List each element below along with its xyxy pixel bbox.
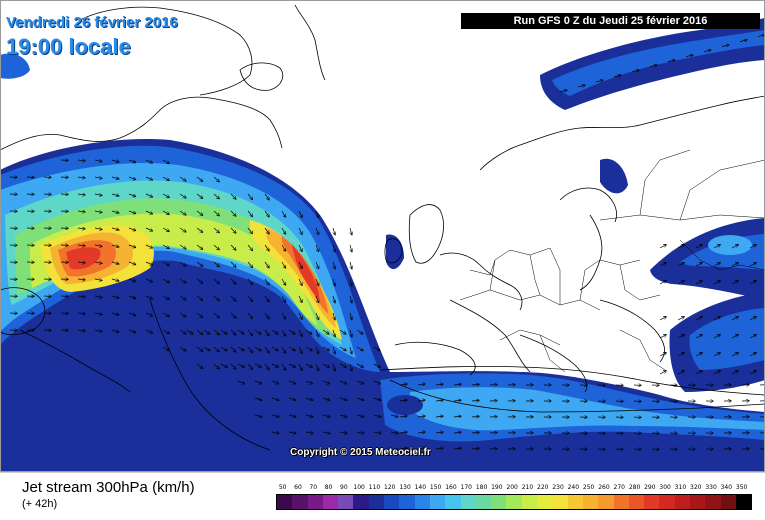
scale-tick: 170 [459,484,474,491]
scale-tick: 270 [612,484,627,491]
scale-swatch [537,495,552,509]
scale-swatch [675,495,690,509]
scale-swatch [659,495,674,509]
scale-tick: 290 [642,484,657,491]
scale-swatch [476,495,491,509]
scale-swatch [552,495,567,509]
scale-tick: 160 [443,484,458,491]
scale-swatch [506,495,521,509]
scale-tick: 50 [275,484,290,491]
scale-tick: 200 [505,484,520,491]
scale-swatch [445,495,460,509]
jet-stream-map [0,0,765,472]
scale-tick: 60 [290,484,305,491]
scale-tick: 180 [474,484,489,491]
scale-tick: 100 [352,484,367,491]
scale-swatch [583,495,598,509]
scale-tick: 330 [703,484,718,491]
scale-swatch [277,495,292,509]
scale-swatch [705,495,720,509]
lead-time-label: (+ 42h) [22,498,57,510]
forecast-date-label: Vendredi 26 février 2016 [6,14,178,31]
scale-swatch [415,495,430,509]
scale-tick: 250 [581,484,596,491]
forecast-time-label: 19:00 locale [6,34,131,60]
scale-tick: 110 [367,484,382,491]
scale-tick: 280 [627,484,642,491]
scale-swatch [292,495,307,509]
scale-swatch [568,495,583,509]
copyright-notice: Copyright © 2015 Meteociel.fr [290,447,431,458]
scale-tick: 80 [321,484,336,491]
scale-tick: 90 [336,484,351,491]
scale-tick: 190 [489,484,504,491]
scale-tick: 130 [397,484,412,491]
scale-tick: 220 [535,484,550,491]
scale-swatch [598,495,613,509]
scale-tick: 350 [734,484,749,491]
scale-swatch [430,495,445,509]
scale-swatch [353,495,368,509]
scale-swatch [308,495,323,509]
scale-tick: 260 [596,484,611,491]
scale-swatch [614,495,629,509]
scale-swatch [736,495,751,509]
scale-tick: 310 [673,484,688,491]
model-run-label: Run GFS 0 Z du Jeudi 25 février 2016 [461,13,760,29]
scale-swatch [384,495,399,509]
scale-tick: 320 [688,484,703,491]
scale-tick: 150 [428,484,443,491]
scale-swatch [369,495,384,509]
color-scale-swatches [276,494,752,510]
scale-swatch [491,495,506,509]
scale-tick: 210 [520,484,535,491]
scale-swatch [461,495,476,509]
scale-tick: 230 [550,484,565,491]
scale-swatch [338,495,353,509]
scale-swatch [690,495,705,509]
scale-swatch [399,495,414,509]
scale-tick: 140 [413,484,428,491]
scale-swatch [644,495,659,509]
scale-swatch [721,495,736,509]
scale-swatch [522,495,537,509]
scale-swatch [323,495,338,509]
scale-tick: 240 [566,484,581,491]
scale-tick: 70 [306,484,321,491]
scale-tick: 120 [382,484,397,491]
scale-swatch [629,495,644,509]
scale-tick: 340 [719,484,734,491]
scale-tick: 300 [658,484,673,491]
product-title: Jet stream 300hPa (km/h) [22,479,195,496]
